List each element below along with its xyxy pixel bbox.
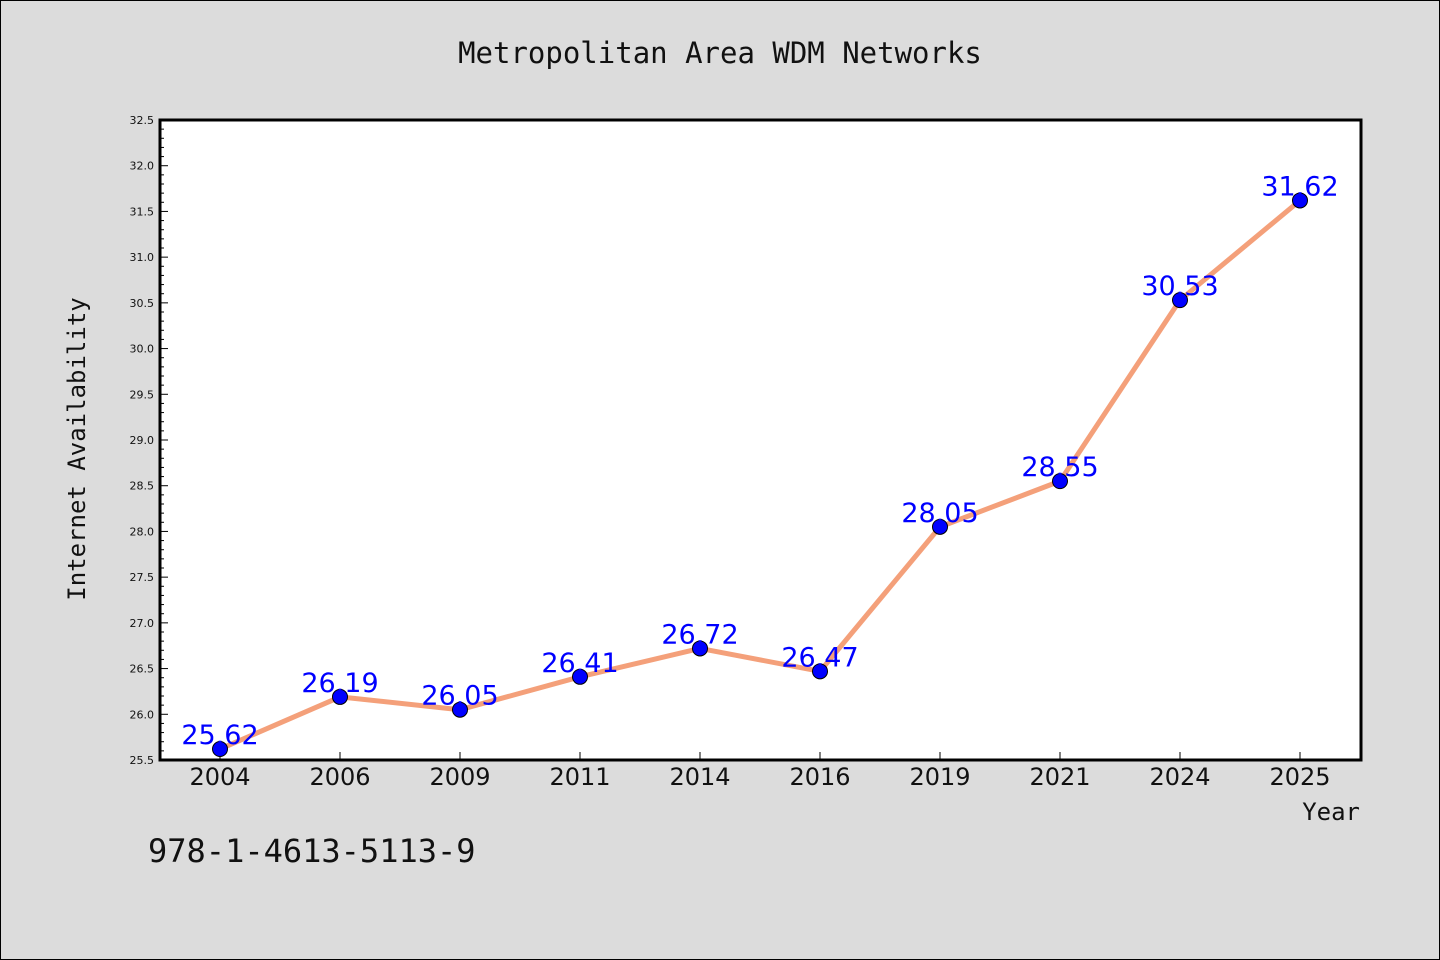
- data-point-marker: [452, 701, 468, 718]
- data-point-marker: [692, 640, 708, 657]
- y-axis-ticks: 25.5 26.0 26.5 27.0 27.5 28.0 28.5 29.0 29.5 30.0…: [130, 114, 168, 767]
- y-tick-label: 29.0: [130, 434, 155, 447]
- y-tick-label: 30.0: [130, 343, 155, 356]
- x-tick-label: 2024: [1149, 763, 1210, 791]
- y-tick-label: 27.5: [130, 571, 155, 584]
- plot-area: [158, 118, 1363, 762]
- chart-title: Metropolitan Area WDM Networks: [458, 36, 982, 70]
- data-label: 26.41: [541, 648, 618, 679]
- x-tick-label: 2004: [189, 763, 250, 791]
- isbn-code: 978-1-4613-5113-9: [148, 832, 476, 870]
- x-tick-label: 2009: [429, 763, 490, 791]
- y-tick-label: 25.5: [130, 754, 155, 767]
- y-tick-label: 28.0: [130, 525, 155, 538]
- y-tick-label: 32.0: [130, 160, 155, 173]
- data-point-marker: [1172, 292, 1188, 309]
- y-axis-label: Internet Availability: [63, 297, 91, 600]
- y-tick-label: 29.5: [130, 388, 155, 401]
- x-tick-label: 2019: [909, 763, 970, 791]
- data-labels: 25.62 26.19 26.05 26.41 26.72 26.47 28.05 28.55…: [181, 171, 1338, 751]
- data-label: 26.19: [301, 668, 378, 699]
- y-tick-label: 28.5: [130, 480, 155, 493]
- x-tick-label: 2006: [309, 763, 370, 791]
- y-tick-label: 32.5: [130, 114, 155, 127]
- x-tick-label: 2021: [1029, 763, 1090, 791]
- data-point-marker: [332, 688, 348, 705]
- x-axis-label: Year: [1302, 798, 1360, 826]
- y-tick-label: 27.0: [130, 617, 155, 630]
- data-points: [212, 192, 1308, 758]
- data-label: 28.55: [1021, 452, 1098, 483]
- data-label: 25.62: [181, 720, 258, 751]
- data-point-marker: [212, 741, 228, 758]
- y-tick-label: 26.5: [130, 663, 155, 676]
- x-tick-label: 2016: [789, 763, 850, 791]
- y-tick-label: 31.0: [130, 251, 155, 264]
- data-label: 28.05: [901, 498, 978, 529]
- data-label: 26.47: [781, 642, 858, 673]
- data-point-marker: [932, 518, 948, 535]
- y-tick-label: 26.0: [130, 708, 155, 721]
- x-tick-label: 2011: [549, 763, 610, 791]
- data-point-marker: [1292, 192, 1308, 209]
- y-tick-label: 30.5: [130, 297, 155, 310]
- x-axis-ticks: 2004 2006 2009 2011 2014 2016 2019 2021 2024 2025: [189, 752, 1331, 791]
- data-label: 26.72: [661, 619, 738, 650]
- data-point-marker: [1052, 473, 1068, 490]
- series-line: [217, 197, 1303, 752]
- data-label: 30.53: [1141, 271, 1218, 302]
- series-line-group: [217, 197, 1303, 752]
- x-tick-label: 2025: [1269, 763, 1330, 791]
- data-label: 26.05: [421, 681, 498, 712]
- data-point-marker: [572, 668, 588, 685]
- data-point-marker: [812, 663, 828, 680]
- y-tick-label: 31.5: [130, 205, 155, 218]
- data-label: 31.62: [1261, 171, 1338, 202]
- x-tick-label: 2014: [669, 763, 730, 791]
